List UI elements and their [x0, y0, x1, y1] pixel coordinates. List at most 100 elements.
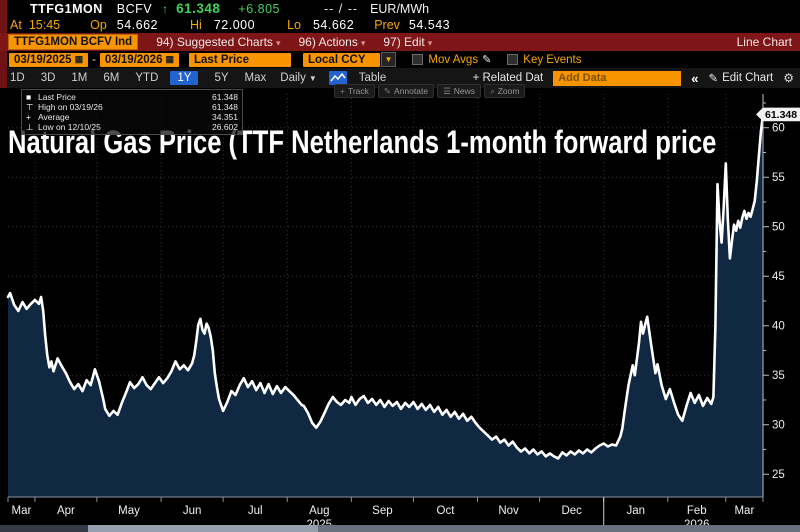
legend-value: 61.348 [212, 92, 238, 102]
low-label: Lo [287, 18, 301, 32]
price-change: +6.805 [238, 1, 280, 16]
chart-canvas[interactable]: 25 30 35 40 45 50 55 60 Mar Apr May Jun Jul Aug Sep Oct… [0, 88, 800, 532]
price-area-fill [8, 114, 763, 498]
menu-actions-label: 96) Actions [298, 35, 358, 49]
date-to-field[interactable]: 03/19/2026 ▦ [99, 52, 179, 67]
menu-suggested-charts[interactable]: 94) Suggested Charts ▾ [156, 35, 280, 49]
calendar-icon: ▦ [74, 54, 84, 64]
legend-label: Low on 12/10/25 [38, 122, 101, 132]
annotate-button[interactable]: ✎ Annotate [377, 84, 435, 98]
tab-1y-active[interactable]: 1Y [170, 71, 199, 85]
price-field-select[interactable]: Last Price [189, 52, 291, 67]
line-chart-icon [330, 72, 346, 82]
legend-label: High on 03/19/26 [38, 102, 103, 112]
related-data-button[interactable]: + Related Dat [472, 72, 544, 84]
taskbar-segment [0, 525, 88, 532]
svg-text:Nov: Nov [498, 505, 519, 517]
zoom-button[interactable]: ⌕ Zoom [483, 84, 526, 98]
tab-ytd[interactable]: YTD [135, 72, 159, 84]
edit-chart-button[interactable]: ✎ Edit Chart [708, 71, 773, 85]
svg-text:50: 50 [772, 222, 785, 234]
svg-text:Mar: Mar [12, 505, 32, 517]
svg-text:Apr: Apr [57, 505, 75, 517]
mov-avgs-checkbox[interactable] [412, 54, 424, 65]
legend-swatch-icon: ■ [26, 92, 32, 102]
chevron-down-icon: ▾ [427, 38, 433, 48]
legend-label: Average [38, 112, 70, 122]
add-data-input[interactable]: Add Data [553, 70, 682, 86]
svg-text:Jul: Jul [248, 505, 263, 517]
legend-last-price: ■ Last Price 61.348 [26, 92, 238, 102]
currency-select[interactable]: Local CCY [302, 52, 380, 67]
date-from-value: 03/19/2025 [14, 53, 72, 66]
svg-text:May: May [118, 505, 140, 517]
high-label: Hi [190, 18, 202, 32]
svg-text:Jan: Jan [627, 505, 646, 517]
news-label: News [453, 86, 475, 96]
date-range-dash: - [92, 53, 96, 66]
magnifier-icon: ⌕ [489, 86, 495, 96]
price-chart[interactable]: 25 30 35 40 45 50 55 60 Mar Apr May Jun Jul Aug Sep Oct… [0, 84, 800, 532]
svg-text:Oct: Oct [437, 505, 456, 517]
edit-chart-label: Edit Chart [722, 72, 774, 84]
chart-legend: ■ Last Price 61.348 ⊤ High on 03/19/26 6… [21, 89, 243, 135]
ticker-chip[interactable]: TTFG1MON BCFV Ind [8, 34, 139, 50]
legend-low: ⊥ Low on 12/10/25 26.602 [26, 122, 238, 132]
chart-mini-toolbar: + Track ✎ Annotate ☰ News ⌕ Zoom [334, 84, 526, 98]
pencil-icon[interactable]: ✎ [482, 54, 492, 66]
up-arrow-icon: ↑ [162, 1, 169, 16]
frequency-select[interactable]: Daily ▼ [280, 72, 316, 84]
key-events-checkbox[interactable] [507, 54, 519, 65]
svg-text:45: 45 [772, 271, 785, 283]
ticker-header: TTFG1MON BCFV ↑ 61.348 +6.805 -- / -- EU… [0, 0, 800, 17]
open-value: 54.662 [116, 18, 159, 32]
calendar-icon: ▦ [165, 54, 174, 64]
line-chart-mode-button[interactable] [328, 71, 347, 85]
y-axis: 25 30 35 40 45 50 55 60 [762, 94, 785, 497]
menu-suggested-charts-label: 94) Suggested Charts [156, 35, 273, 49]
currency-dropdown-button[interactable]: ▼ [380, 52, 397, 67]
legend-value: 61.348 [212, 102, 238, 112]
taskbar-segment [88, 525, 318, 532]
pencil-icon: ✎ [708, 73, 719, 85]
legend-label: Last Price [38, 92, 76, 102]
frequency-label: Daily [280, 72, 306, 84]
annotate-label: Annotate [394, 86, 429, 96]
svg-text:61.348: 61.348 [765, 109, 797, 121]
news-button[interactable]: ☰ News [437, 84, 481, 98]
svg-text:Jun: Jun [183, 505, 202, 517]
at-label: At [10, 18, 22, 32]
zoom-label: Zoom [497, 86, 520, 96]
svg-text:Mar: Mar [734, 505, 754, 517]
collapse-panel-button[interactable]: « [691, 70, 699, 86]
crosshair-icon: + [340, 86, 345, 96]
svg-text:Aug: Aug [309, 505, 329, 517]
gear-icon[interactable]: ⚙ [783, 71, 794, 85]
tab-5y[interactable]: 5Y [214, 72, 229, 84]
svg-text:Dec: Dec [561, 505, 582, 517]
taskbar-strip [0, 525, 800, 532]
prev-value: 54.543 [408, 18, 451, 32]
legend-high: ⊤ High on 03/19/26 61.348 [26, 102, 238, 112]
last-price-badge: 61.348 [756, 107, 800, 122]
tab-1m[interactable]: 1M [71, 72, 88, 84]
table-button[interactable]: Table [358, 72, 387, 84]
ticker-symbol: TTFG1MON [30, 1, 103, 16]
menu-edit[interactable]: 97) Edit ▾ [383, 35, 432, 49]
chevron-down-icon: ▾ [360, 38, 366, 48]
tab-3d[interactable]: 3D [40, 72, 56, 84]
chevron-down-icon: ▼ [384, 55, 393, 64]
chevron-down-icon: ▼ [308, 74, 317, 83]
tab-max[interactable]: Max [244, 72, 267, 84]
menu-actions[interactable]: 96) Actions ▾ [298, 35, 365, 49]
key-events-label: Key Events [523, 53, 582, 66]
open-label: Op [90, 18, 107, 32]
mov-avgs-label: Mov Avgs [428, 53, 479, 66]
pencil-icon: ✎ [383, 86, 392, 96]
track-button[interactable]: + Track [334, 84, 375, 98]
date-from-field[interactable]: 03/19/2025 ▦ [9, 52, 89, 67]
svg-text:55: 55 [772, 172, 785, 184]
bid-ask: -- / -- [323, 1, 359, 16]
tab-6m[interactable]: 6M [103, 72, 120, 84]
tab-1d[interactable]: 1D [10, 72, 25, 84]
